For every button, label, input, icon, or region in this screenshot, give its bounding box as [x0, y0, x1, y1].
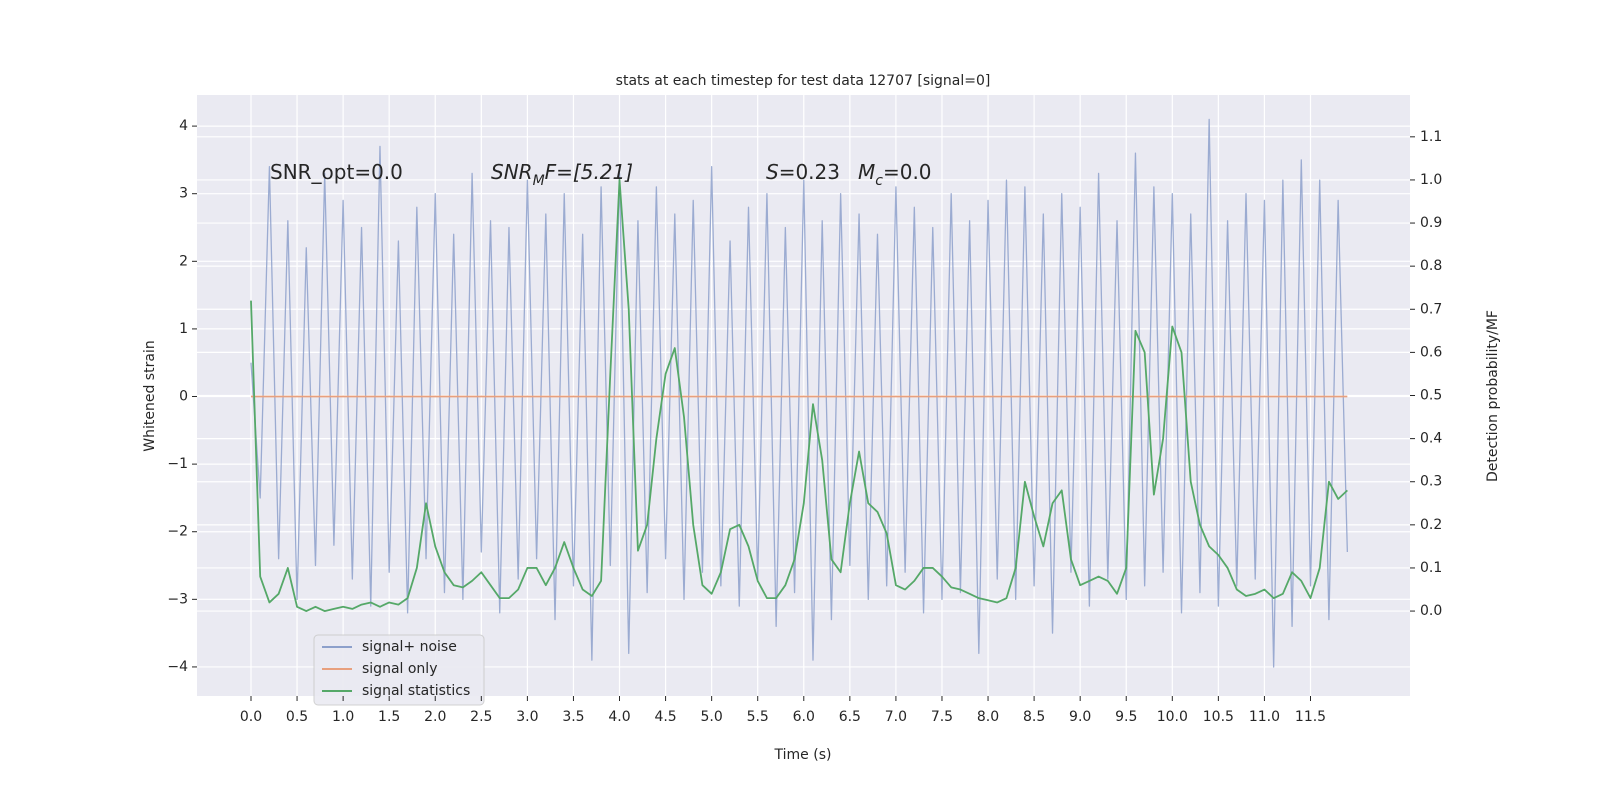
- x-tick-label: 10.5: [1203, 709, 1234, 725]
- x-tick-label: 9.0: [1069, 709, 1091, 725]
- x-tick-label: 11.0: [1249, 709, 1280, 725]
- x-axis-label: Time (s): [774, 747, 832, 763]
- x-tick-label: 2.0: [424, 709, 446, 725]
- x-tick-label: 3.0: [516, 709, 538, 725]
- x-tick-label: 1.0: [332, 709, 354, 725]
- y2-tick-label: 0.2: [1420, 517, 1442, 533]
- x-tick-label: 6.0: [793, 709, 815, 725]
- x-tick-label: 6.5: [839, 709, 861, 725]
- x-tick-label: 7.0: [885, 709, 907, 725]
- x-tick-label: 2.5: [470, 709, 492, 725]
- legend-box: [313, 634, 485, 706]
- x-tick-label: 9.5: [1115, 709, 1137, 725]
- y-tick-label: −3: [167, 591, 188, 607]
- legend: signal+ noise signal only signal statistic…: [313, 634, 485, 706]
- x-tick-label: 4.0: [608, 709, 630, 725]
- series-line: [250, 118, 1348, 668]
- y-tick-label: −4: [167, 659, 188, 675]
- legend-label: signal only: [362, 661, 437, 677]
- x-tick-label: 10.0: [1157, 709, 1188, 725]
- marks: [250, 118, 1348, 668]
- chart-title: stats at each timestep for test data 127…: [616, 73, 991, 89]
- x-tick-label: 0.0: [240, 709, 262, 725]
- x-tick-label: 5.5: [747, 709, 769, 725]
- y-tick-label: −1: [167, 456, 188, 472]
- y-axis-label: Whitened strain: [142, 340, 158, 451]
- annotations: SNR_opt=0.0 SNRMF=[5.21] S=0.23 Mc=0.0: [270, 160, 932, 190]
- x-tick-label: 0.5: [286, 709, 308, 725]
- annotation-part: F=[5.21]: [545, 160, 633, 184]
- y2-tick-label: 0.0: [1420, 603, 1442, 619]
- y2-tick-label: 0.9: [1420, 215, 1442, 231]
- annotation: Mc=0.0: [858, 160, 932, 190]
- annotation-part: c: [875, 173, 883, 189]
- y-tick-label: 0: [179, 389, 188, 405]
- y2-tick-label: 0.5: [1420, 388, 1442, 404]
- y2-tick-label: 0.7: [1420, 301, 1442, 317]
- x-tick-label: 11.5: [1295, 709, 1326, 725]
- y2-tick-label: 0.6: [1420, 344, 1442, 360]
- annotation-part: SNR_opt=0.0: [270, 160, 403, 184]
- x-tick-label: 8.0: [977, 709, 999, 725]
- legend-label: signal statistics: [362, 683, 470, 699]
- annotation: S=0.23: [766, 160, 840, 184]
- y2-tick-label: 0.3: [1420, 474, 1442, 490]
- y-tick-label: 3: [179, 186, 188, 202]
- y2-tick-label: 0.1: [1420, 560, 1442, 576]
- y-tick-label: 1: [179, 321, 188, 337]
- annotation-part: =0.23: [779, 160, 840, 184]
- annotation-part: M: [858, 160, 875, 184]
- x-tick-label: 3.5: [562, 709, 584, 725]
- x-tick-label: 8.5: [1023, 709, 1045, 725]
- x-tick-label: 4.5: [654, 709, 676, 725]
- y-tick-label: 2: [179, 253, 188, 269]
- y2-tick-label: 0.8: [1420, 258, 1442, 274]
- annotation: SNRMF=[5.21]: [491, 160, 633, 190]
- x-tick-label: 1.5: [378, 709, 400, 725]
- y2-tick-label: 1.1: [1420, 129, 1442, 145]
- series-line: [250, 179, 1348, 612]
- x-tick-label: 5.0: [701, 709, 723, 725]
- y-tick-label: 4: [179, 118, 188, 134]
- annotation-part: SNR: [491, 160, 533, 184]
- y2-axis-label: Detection probability/MF: [1485, 310, 1501, 482]
- annotation: SNR_opt=0.0: [270, 160, 403, 184]
- annotation-part: =0.0: [883, 160, 932, 184]
- x-tick-label: 7.5: [931, 709, 953, 725]
- y2-tick-label: 1.0: [1420, 172, 1442, 188]
- annotation-part: M: [533, 173, 545, 189]
- legend-label: signal+ noise: [362, 639, 457, 655]
- y2-tick-label: 0.4: [1420, 431, 1442, 447]
- y-tick-label: −2: [167, 524, 188, 540]
- annotation-part: S: [766, 160, 779, 184]
